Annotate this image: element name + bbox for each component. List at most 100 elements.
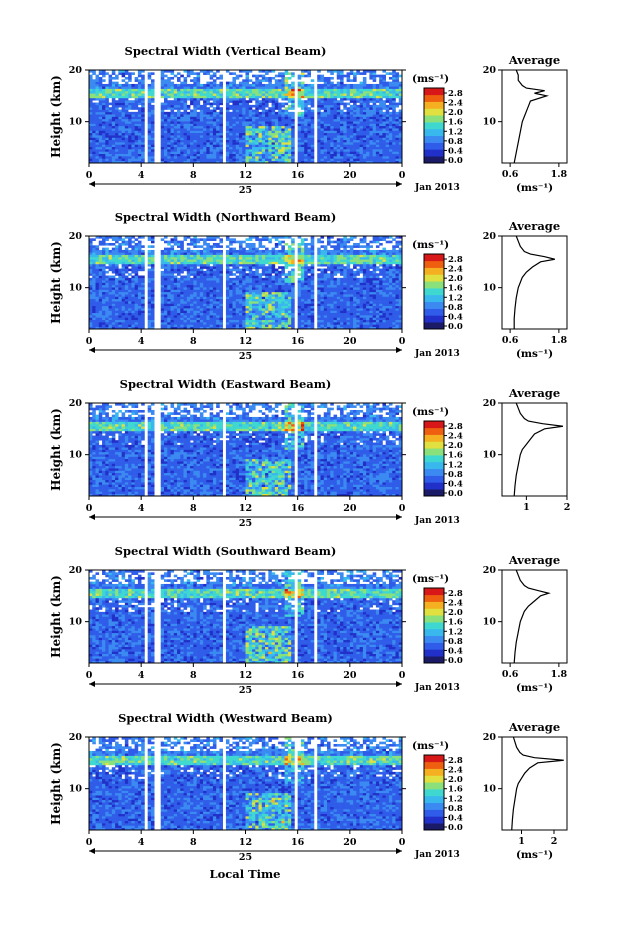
- heatmap-cell: [287, 153, 292, 157]
- heatmap-cell: [92, 130, 96, 134]
- heatmap-cell: [395, 324, 400, 327]
- heatmap-cell: [102, 153, 106, 157]
- heatmap-cell: [323, 153, 328, 157]
- heatmap-cell: [180, 90, 184, 94]
- heatmap-cell: [297, 116, 302, 120]
- heatmap-cell: [203, 128, 207, 131]
- heatmap-cell: [245, 160, 250, 164]
- heatmap-cell: [141, 287, 145, 290]
- heatmap-cell: [333, 305, 338, 309]
- heatmap-cell: [346, 317, 351, 321]
- heatmap-cell: [232, 121, 237, 124]
- heatmap-cell: [102, 139, 106, 143]
- heatmap-cell: [150, 86, 155, 89]
- heatmap-cell: [388, 111, 393, 115]
- heatmap-cell: [320, 142, 325, 145]
- heatmap-cell: [209, 303, 214, 307]
- heatmap-cell: [343, 326, 347, 330]
- heatmap-cell: [232, 128, 237, 131]
- heatmap-cell: [281, 315, 285, 318]
- heatmap-cell: [203, 312, 207, 316]
- heatmap-cell: [89, 79, 93, 82]
- heatmap-cell: [255, 93, 259, 96]
- heatmap-cell: [353, 294, 357, 297]
- heatmap-cell: [92, 308, 96, 311]
- heatmap-cell: [271, 160, 276, 164]
- heatmap-cell: [199, 104, 204, 108]
- heatmap-cell: [382, 104, 386, 108]
- heatmap-cell: [284, 319, 289, 323]
- heatmap-cell: [111, 139, 116, 143]
- heatmap-cell: [300, 294, 305, 297]
- heatmap-cell: [248, 324, 253, 327]
- heatmap-cell: [137, 315, 142, 318]
- heatmap-cell: [115, 158, 119, 161]
- heatmap-cell: [242, 312, 246, 316]
- heatmap-cell: [278, 90, 282, 94]
- heatmap-cell: [219, 86, 223, 89]
- heatmap-cell: [349, 326, 354, 330]
- heatmap-cell: [183, 301, 188, 304]
- heatmap-cell: [372, 79, 377, 82]
- heatmap-cell: [320, 121, 325, 124]
- heatmap-cell: [183, 287, 188, 290]
- heatmap-cell: [300, 319, 305, 323]
- heatmap-cell: [203, 116, 207, 120]
- heatmap-cell: [278, 144, 282, 148]
- heatmap-cell: [199, 301, 204, 304]
- heatmap-cell: [219, 146, 223, 150]
- heatmap-cell: [398, 100, 403, 103]
- heatmap-cell: [183, 86, 188, 89]
- heatmap-cell: [160, 125, 165, 129]
- heatmap-cell: [115, 114, 119, 117]
- heatmap-cell: [362, 93, 367, 96]
- heatmap-cell: [147, 153, 152, 157]
- heatmap-cell: [366, 149, 370, 152]
- heatmap-cell: [196, 132, 201, 136]
- heatmap-cell: [323, 128, 328, 131]
- heatmap-cell: [281, 160, 285, 164]
- heatmap-cell: [173, 86, 178, 89]
- heatmap-cell: [369, 70, 373, 73]
- heatmap-cell: [111, 95, 116, 99]
- heatmap-cell: [385, 97, 390, 101]
- heatmap-cell: [307, 312, 312, 316]
- heatmap-cell: [300, 88, 305, 92]
- heatmap-cell: [147, 149, 152, 152]
- heatmap-cell: [346, 116, 351, 120]
- heatmap-cell: [320, 289, 325, 293]
- heatmap-cell: [356, 130, 360, 134]
- heatmap-cell: [212, 128, 217, 131]
- heatmap-cell: [190, 88, 194, 92]
- heatmap-cell: [128, 291, 132, 295]
- heatmap-cell: [102, 291, 106, 295]
- heatmap-cell: [287, 158, 292, 161]
- heatmap-cell: [343, 160, 347, 164]
- heatmap-cell: [95, 144, 100, 148]
- heatmap-cell: [167, 111, 171, 115]
- heatmap-cell: [177, 317, 181, 321]
- heatmap-cell: [362, 298, 367, 302]
- heatmap-cell: [232, 86, 237, 89]
- heatmap-cell: [150, 72, 155, 75]
- heatmap-cell: [121, 308, 126, 311]
- heatmap-cell: [388, 315, 393, 318]
- heatmap-cell: [356, 139, 360, 143]
- heatmap-cell: [186, 74, 191, 78]
- heatmap-cell: [265, 317, 269, 321]
- heatmap-cell: [388, 88, 393, 92]
- heatmap-cell: [271, 303, 276, 307]
- heatmap-cell: [137, 144, 142, 148]
- heatmap-cell: [203, 83, 207, 87]
- heatmap-cell: [177, 319, 181, 323]
- heatmap-cell: [163, 284, 168, 288]
- heatmap-cell: [330, 111, 334, 115]
- heatmap-cell: [356, 116, 360, 120]
- heatmap-cell: [163, 74, 168, 78]
- heatmap-cell: [375, 322, 380, 325]
- heatmap-cell: [118, 88, 122, 92]
- heatmap-cell: [395, 289, 400, 293]
- heatmap-cell: [395, 116, 400, 120]
- heatmap-cell: [395, 287, 400, 290]
- heatmap-cell: [238, 111, 243, 115]
